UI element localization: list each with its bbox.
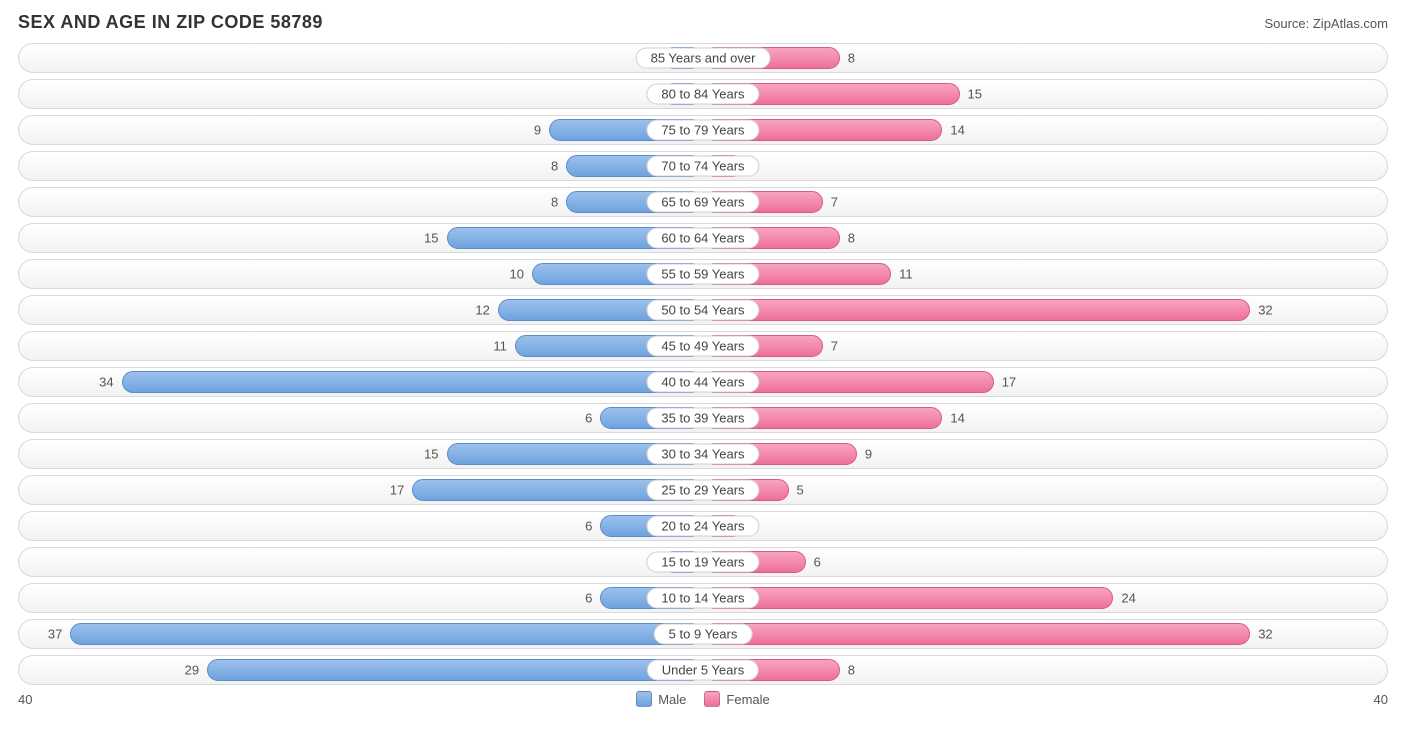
female-value: 9 <box>865 447 872 462</box>
female-value: 5 <box>797 483 804 498</box>
female-value: 8 <box>848 663 855 678</box>
age-category-label: 10 to 14 Years <box>646 588 759 609</box>
male-bar <box>70 623 703 645</box>
female-bar <box>703 299 1250 321</box>
source-name: ZipAtlas.com <box>1313 16 1388 31</box>
age-row: 8170 to 74 Years <box>18 151 1388 181</box>
age-row: 8 7 65 to 69 Years <box>18 187 1388 217</box>
population-pyramid-chart: 0885 Years and over01580 to 84 Years9147… <box>18 43 1388 685</box>
male-value: 11 <box>493 339 507 354</box>
male-value: 10 <box>510 267 524 282</box>
age-row: 2615 to 19 Years <box>18 547 1388 577</box>
male-value: 37 <box>48 627 62 642</box>
age-category-label: Under 5 Years <box>647 660 759 681</box>
legend-item-male: Male <box>636 691 686 707</box>
legend-female-label: Female <box>726 692 769 707</box>
male-value: 29 <box>185 663 199 678</box>
source-prefix: Source: <box>1264 16 1312 31</box>
female-bar <box>703 623 1250 645</box>
axis-left-max: 40 <box>18 692 32 707</box>
age-row: 17 5 25 to 29 Years <box>18 475 1388 505</box>
age-category-label: 40 to 44 Years <box>646 372 759 393</box>
male-value: 15 <box>424 231 438 246</box>
age-row: 0885 Years and over <box>18 43 1388 73</box>
legend-male-label: Male <box>658 692 686 707</box>
chart-source: Source: ZipAtlas.com <box>1264 16 1388 31</box>
female-value: 6 <box>814 555 821 570</box>
female-value: 7 <box>831 195 838 210</box>
age-category-label: 75 to 79 Years <box>646 120 759 141</box>
male-bar <box>207 659 703 681</box>
age-category-label: 70 to 74 Years <box>646 156 759 177</box>
female-value: 11 <box>899 267 913 282</box>
female-value: 8 <box>848 231 855 246</box>
female-value: 8 <box>848 51 855 66</box>
axis-right-max: 40 <box>1374 692 1388 707</box>
age-category-label: 45 to 49 Years <box>646 336 759 357</box>
age-row: 6020 to 24 Years <box>18 511 1388 541</box>
male-bar <box>122 371 703 393</box>
legend-item-female: Female <box>704 691 769 707</box>
male-value: 8 <box>551 159 558 174</box>
male-value: 17 <box>390 483 404 498</box>
male-value: 34 <box>99 375 113 390</box>
chart-title: SEX AND AGE IN ZIP CODE 58789 <box>18 12 323 33</box>
male-value: 8 <box>551 195 558 210</box>
age-row: 12 32 50 to 54 Years <box>18 295 1388 325</box>
female-value: 24 <box>1121 591 1135 606</box>
female-value: 14 <box>950 123 964 138</box>
female-swatch-icon <box>704 691 720 707</box>
male-value: 15 <box>424 447 438 462</box>
age-row: 11 7 45 to 49 Years <box>18 331 1388 361</box>
age-category-label: 35 to 39 Years <box>646 408 759 429</box>
age-category-label: 15 to 19 Years <box>646 552 759 573</box>
age-category-label: 55 to 59 Years <box>646 264 759 285</box>
age-row: 15 9 30 to 34 Years <box>18 439 1388 469</box>
male-value: 9 <box>534 123 541 138</box>
age-row: 9 14 75 to 79 Years <box>18 115 1388 145</box>
age-row: 6 14 35 to 39 Years <box>18 403 1388 433</box>
age-category-label: 85 Years and over <box>636 48 771 69</box>
male-value: 6 <box>585 411 592 426</box>
age-category-label: 20 to 24 Years <box>646 516 759 537</box>
chart-header: SEX AND AGE IN ZIP CODE 58789 Source: Zi… <box>18 12 1388 33</box>
female-value: 32 <box>1258 303 1272 318</box>
female-value: 7 <box>831 339 838 354</box>
male-value: 6 <box>585 591 592 606</box>
age-category-label: 25 to 29 Years <box>646 480 759 501</box>
female-bar <box>703 587 1113 609</box>
age-row: 15 8 60 to 64 Years <box>18 223 1388 253</box>
age-category-label: 50 to 54 Years <box>646 300 759 321</box>
age-row: 10 11 55 to 59 Years <box>18 259 1388 289</box>
age-row: 34 17 40 to 44 Years <box>18 367 1388 397</box>
age-row: 01580 to 84 Years <box>18 79 1388 109</box>
female-value: 15 <box>968 87 982 102</box>
male-value: 6 <box>585 519 592 534</box>
age-category-label: 60 to 64 Years <box>646 228 759 249</box>
age-category-label: 80 to 84 Years <box>646 84 759 105</box>
female-value: 14 <box>950 411 964 426</box>
chart-footer: 40 Male Female 40 <box>18 691 1388 707</box>
female-value: 17 <box>1002 375 1016 390</box>
age-category-label: 5 to 9 Years <box>654 624 753 645</box>
age-row: 29 8 Under 5 Years <box>18 655 1388 685</box>
age-row: 6 24 10 to 14 Years <box>18 583 1388 613</box>
age-row: 37 32 5 to 9 Years <box>18 619 1388 649</box>
age-category-label: 65 to 69 Years <box>646 192 759 213</box>
age-category-label: 30 to 34 Years <box>646 444 759 465</box>
female-value: 32 <box>1258 627 1272 642</box>
male-value: 12 <box>475 303 489 318</box>
male-swatch-icon <box>636 691 652 707</box>
legend: Male Female <box>636 691 770 707</box>
